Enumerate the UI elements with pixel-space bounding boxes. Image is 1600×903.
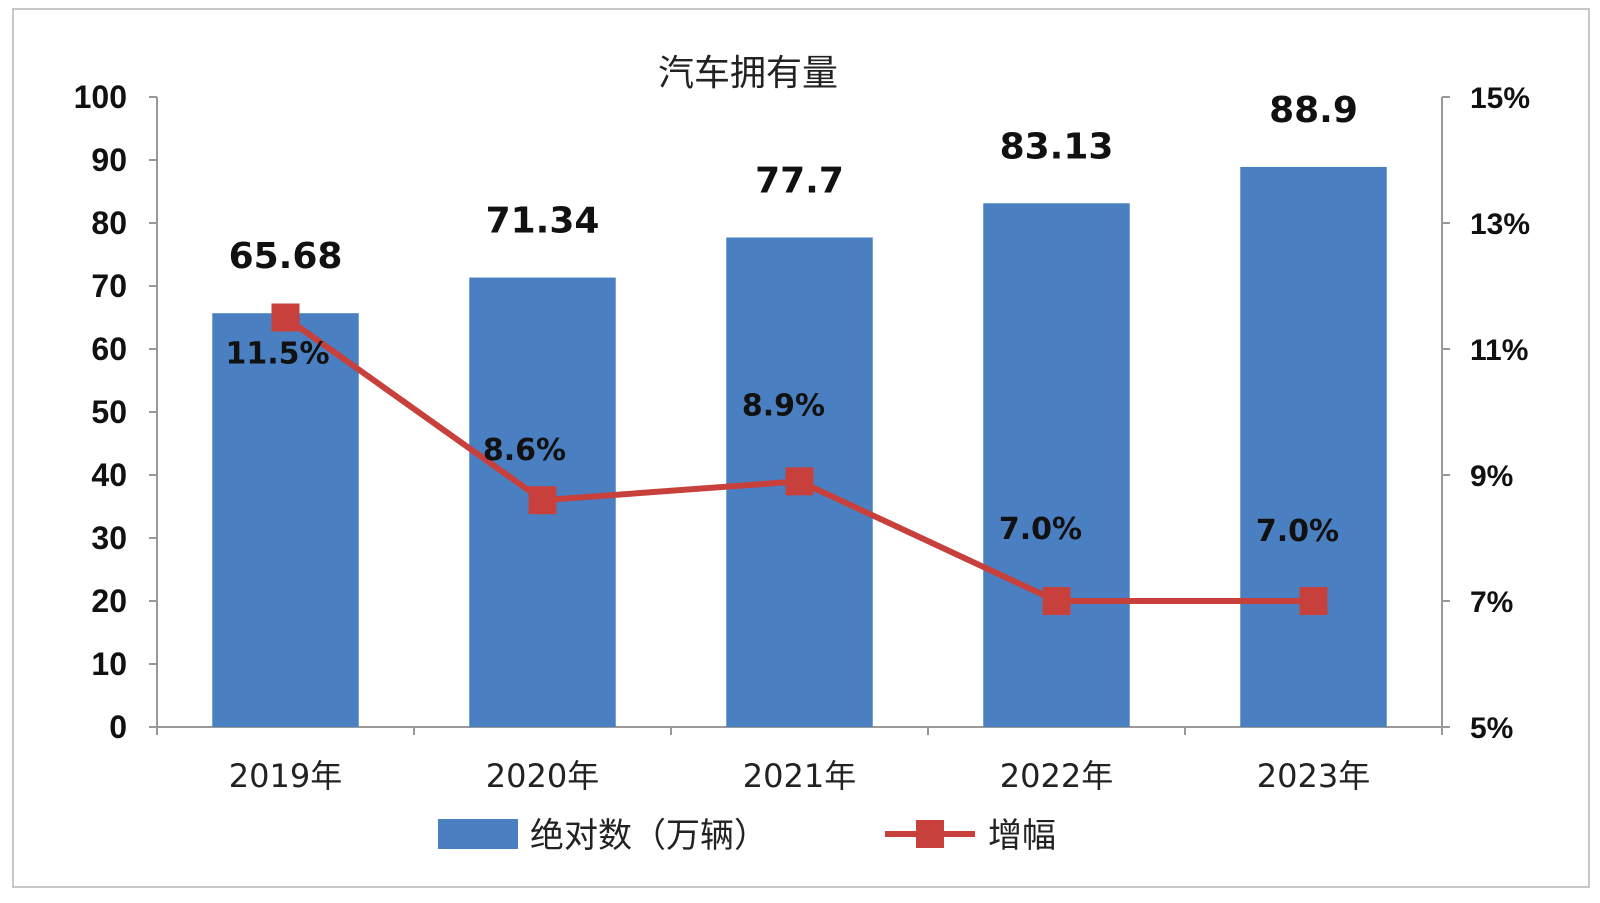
growth-data-label: 7.0% — [999, 512, 1082, 547]
y-left-tick-label: 40 — [91, 457, 127, 493]
growth-data-label: 8.9% — [742, 388, 825, 423]
y-left-tick-label: 10 — [91, 646, 127, 682]
y-right-tick-label: 7% — [1470, 586, 1513, 619]
y-right-tick-label: 9% — [1470, 460, 1513, 493]
legend-label-bar: 绝对数（万辆） — [530, 816, 768, 856]
growth-point-marker — [271, 303, 300, 332]
bar-data-label: 77.7 — [755, 160, 844, 201]
y-right-tick-label: 13% — [1470, 208, 1530, 241]
y-left-tick-label: 90 — [91, 142, 127, 178]
growth-point-marker — [528, 486, 557, 515]
bar-data-label: 88.9 — [1269, 90, 1358, 131]
growth-data-label: 8.6% — [483, 433, 566, 468]
legend-swatch-marker — [916, 820, 944, 848]
y-right-tick-label: 11% — [1470, 334, 1528, 367]
y-left-tick-label: 80 — [91, 205, 127, 241]
growth-point-marker — [1042, 587, 1071, 615]
growth-data-label: 11.5% — [225, 337, 329, 372]
bar — [983, 203, 1130, 727]
chart-title: 汽车拥有量 — [658, 53, 838, 94]
growth-point-marker — [785, 467, 814, 496]
legend-label-line: 增幅 — [988, 816, 1056, 856]
x-tick-label: 2023年 — [1257, 757, 1370, 795]
x-tick-label: 2019年 — [229, 757, 342, 795]
bar-data-label: 71.34 — [486, 201, 600, 242]
bar-data-label: 83.13 — [1000, 126, 1114, 167]
y-left-tick-label: 70 — [91, 268, 127, 304]
y-left-tick-label: 20 — [91, 583, 127, 619]
y-left-tick-label: 50 — [91, 394, 127, 430]
bar — [1240, 166, 1387, 727]
y-left-tick-label: 30 — [91, 520, 127, 556]
y-right-tick-label: 5% — [1470, 712, 1513, 745]
y-left-tick-label: 60 — [91, 331, 127, 367]
legend-swatch-bar — [438, 819, 518, 849]
x-tick-label: 2022年 — [1000, 757, 1113, 795]
bar-data-label: 65.68 — [229, 236, 343, 277]
growth-point-marker — [1299, 587, 1328, 615]
y-right-tick-label: 15% — [1470, 82, 1530, 115]
y-left-tick-label: 0 — [109, 709, 127, 745]
x-tick-label: 2020年 — [486, 757, 599, 795]
growth-data-label: 7.0% — [1256, 514, 1339, 549]
x-tick-label: 2021年 — [743, 757, 856, 795]
bar — [212, 313, 359, 727]
y-left-tick-label: 100 — [74, 79, 127, 115]
